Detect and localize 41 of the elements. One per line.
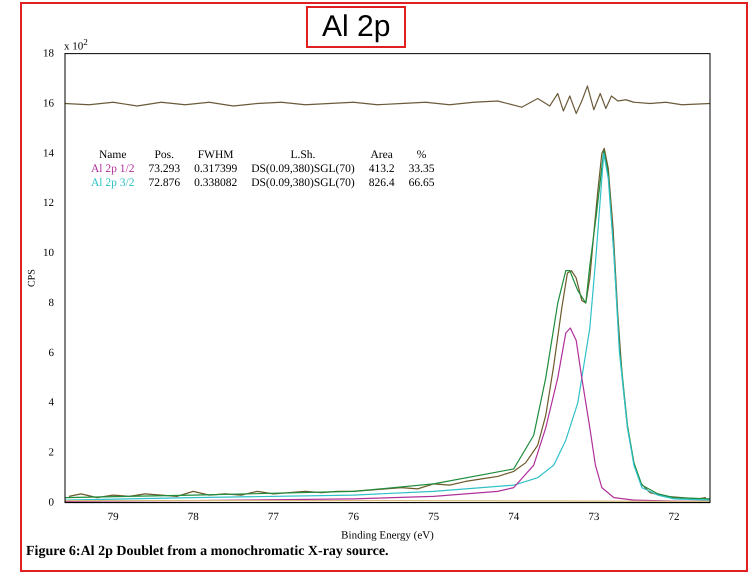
annotation: DS(0.09,380)SGL(70) <box>250 162 356 176</box>
y-tick-label: 12 <box>43 197 54 210</box>
annotation: 0.338082 <box>193 176 238 190</box>
text: Al 2p 3/2 <box>90 176 136 190</box>
y-tick-label: 16 <box>43 97 54 110</box>
annotation: 826.4 <box>368 176 396 190</box>
annotation: 0.317399 <box>193 162 238 176</box>
annotation: 72.876 <box>147 176 182 190</box>
annotation: 73.293 <box>147 162 182 176</box>
y-tick-label: 14 <box>43 147 54 160</box>
x-axis-title: Binding Energy (eV) <box>341 529 434 542</box>
y-tick-label: 18 <box>43 47 54 60</box>
annotation: L.Sh. <box>289 148 316 162</box>
annotation: FWHM <box>196 148 235 162</box>
y-tick-label: 10 <box>43 247 54 260</box>
annotation: Area <box>369 148 394 162</box>
annotation: DS(0.09,380)SGL(70) <box>250 176 356 190</box>
text: x 10$^{2}$ <box>64 36 88 53</box>
y-axis-title: CPS <box>26 269 38 287</box>
x-tick-label: 78 <box>188 511 200 524</box>
annotation: 66.65 <box>408 176 436 190</box>
y-tick-label: 0 <box>48 496 54 508</box>
annotation: 33.35 <box>408 162 436 176</box>
y-tick-label: 4 <box>48 396 54 409</box>
annotation: 413.2 <box>368 162 396 176</box>
y-tick-label: 6 <box>48 346 54 359</box>
x-tick-label: 72 <box>668 511 680 524</box>
annotation: Pos. <box>154 148 176 162</box>
x-tick-label: 79 <box>108 511 120 524</box>
caption: Figure 6:Al 2p Doublet from a monochromatic X-ray source. <box>26 544 389 560</box>
x-tick-label: 74 <box>508 511 520 524</box>
y-tick-label: 2 <box>48 446 54 459</box>
annotation: Name <box>98 148 128 162</box>
annotation: % <box>416 148 428 162</box>
x-tick-label: 77 <box>268 511 280 524</box>
x-tick-label: 76 <box>348 511 360 524</box>
y-tick-label: 8 <box>48 296 54 309</box>
x-tick-label: 73 <box>588 511 600 524</box>
text: Al 2p 1/2 <box>90 162 136 176</box>
x-tick-label: 75 <box>428 511 440 524</box>
chart-title: Al 2p <box>306 6 406 48</box>
